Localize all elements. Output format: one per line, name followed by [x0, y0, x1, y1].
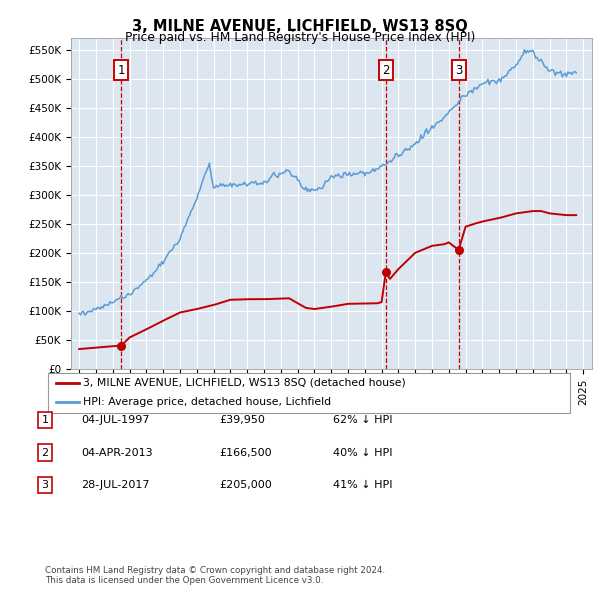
Text: 3, MILNE AVENUE, LICHFIELD, WS13 8SQ (detached house): 3, MILNE AVENUE, LICHFIELD, WS13 8SQ (de…: [83, 378, 406, 388]
Text: Contains HM Land Registry data © Crown copyright and database right 2024.
This d: Contains HM Land Registry data © Crown c…: [45, 566, 385, 585]
Text: 1: 1: [41, 415, 49, 425]
Text: 04-JUL-1997: 04-JUL-1997: [81, 415, 149, 425]
Text: £39,950: £39,950: [219, 415, 265, 425]
Text: £166,500: £166,500: [219, 448, 272, 457]
Text: 2: 2: [382, 64, 389, 77]
Text: 3: 3: [41, 480, 49, 490]
Text: 3, MILNE AVENUE, LICHFIELD, WS13 8SQ: 3, MILNE AVENUE, LICHFIELD, WS13 8SQ: [132, 19, 468, 34]
FancyBboxPatch shape: [48, 373, 570, 413]
Text: 3: 3: [455, 64, 462, 77]
Text: HPI: Average price, detached house, Lichfield: HPI: Average price, detached house, Lich…: [83, 397, 332, 407]
Text: 2: 2: [41, 448, 49, 457]
Text: £205,000: £205,000: [219, 480, 272, 490]
Text: 04-APR-2013: 04-APR-2013: [81, 448, 152, 457]
Text: 40% ↓ HPI: 40% ↓ HPI: [333, 448, 392, 457]
Text: 28-JUL-2017: 28-JUL-2017: [81, 480, 149, 490]
Text: Price paid vs. HM Land Registry's House Price Index (HPI): Price paid vs. HM Land Registry's House …: [125, 31, 475, 44]
Text: 41% ↓ HPI: 41% ↓ HPI: [333, 480, 392, 490]
Text: 62% ↓ HPI: 62% ↓ HPI: [333, 415, 392, 425]
Text: 1: 1: [118, 64, 125, 77]
